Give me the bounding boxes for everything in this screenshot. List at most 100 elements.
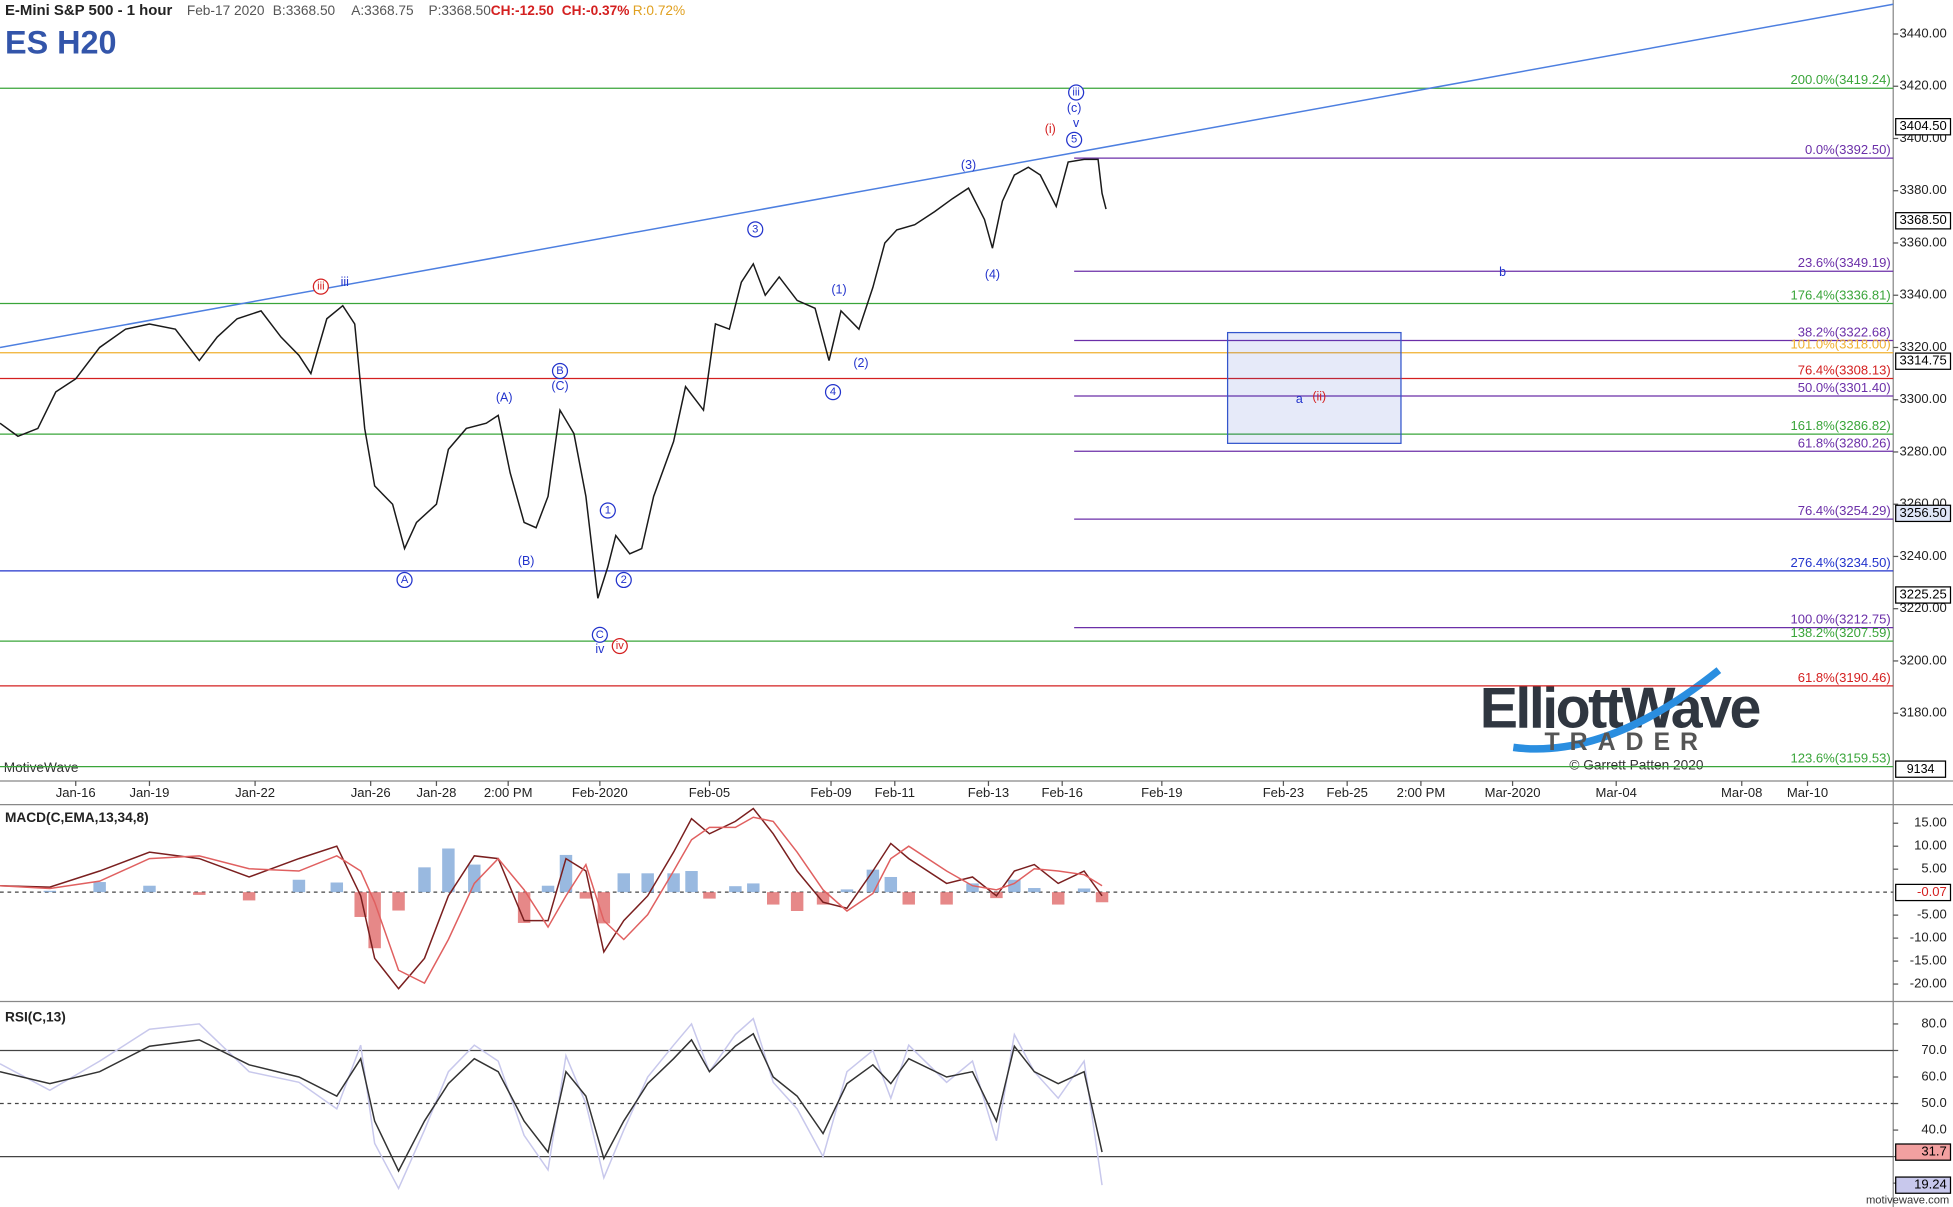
y-tick-label: 3300.00: [1900, 391, 1947, 406]
wave-label: (B): [518, 554, 535, 568]
y-tick-label: 3440.00: [1900, 25, 1947, 40]
histogram-bar: [517, 892, 531, 923]
price-marker-label: 3368.50: [1900, 212, 1947, 227]
wave-label: (C): [551, 379, 568, 393]
histogram-bar: [940, 892, 953, 905]
histogram-bar: [641, 873, 654, 893]
wave-circle: [312, 278, 329, 295]
wave-circle: [599, 502, 616, 519]
fib-label: 61.8%(3190.46): [1798, 670, 1891, 685]
wave-circle: [591, 626, 608, 643]
wave-circle: [611, 637, 628, 655]
y-tick-label: 80.0: [1921, 1015, 1946, 1030]
histogram-bar: [667, 873, 680, 893]
fib-label: 76.4%(3308.13): [1798, 362, 1891, 377]
y-tick-label: 5.00: [1921, 861, 1946, 876]
histogram-bar: [767, 892, 780, 905]
histogram-bar: [617, 873, 630, 893]
histogram-bar: [559, 854, 573, 893]
histogram-bar: [1077, 888, 1091, 893]
histogram-bar: [685, 871, 698, 893]
x-tick-label: Jan-19: [129, 785, 169, 800]
wave-circle: [615, 571, 632, 589]
histogram-bar: [1051, 892, 1065, 905]
fib-label: 38.2%(3322.68): [1798, 324, 1891, 339]
wave-label: a: [1296, 392, 1303, 406]
fib-label: 123.6%(3159.53): [1790, 751, 1890, 766]
fib-label: 100.0%(3212.75): [1790, 612, 1890, 627]
target-box: [1226, 331, 1402, 444]
volume-label: 9134: [1907, 762, 1935, 776]
price-marker-label: -0.07: [1917, 884, 1947, 899]
fib-label: 50.0%(3301.40): [1798, 380, 1891, 395]
y-tick-label: 3380.00: [1900, 182, 1947, 197]
wave-label: 2: [621, 574, 627, 586]
wave-label: 3: [752, 223, 758, 235]
wave-label: A: [401, 574, 409, 586]
x-tick-label: Feb-09: [810, 785, 851, 800]
x-tick-label: Feb-16: [1041, 785, 1082, 800]
volume-box: [1895, 760, 1947, 778]
wave-label: (2): [853, 356, 868, 370]
price-marker: [1895, 504, 1952, 523]
histogram-bar: [442, 848, 455, 893]
price-marker: [1895, 1176, 1952, 1194]
pane-title: MACD(C,EMA,13,34,8): [5, 810, 149, 825]
wave-label: 4: [830, 386, 836, 398]
wave-circle: [747, 221, 764, 238]
histogram-bar: [468, 864, 481, 893]
x-tick-label: Feb-13: [968, 785, 1009, 800]
wave-circle: [824, 384, 842, 401]
price-marker: [1895, 118, 1952, 136]
y-tick-label: 3420.00: [1900, 78, 1947, 93]
wave-label: iii: [341, 275, 349, 289]
histogram-bar: [1028, 888, 1041, 893]
histogram-bar: [193, 892, 206, 895]
ask: A:3368.75: [351, 3, 414, 18]
y-tick-label: 3320.00: [1900, 339, 1947, 354]
x-tick-label: Mar-04: [1596, 785, 1637, 800]
histogram-bar: [884, 876, 898, 893]
x-tick-label: 2:00 PM: [1397, 785, 1446, 800]
price-marker-label: 3314.75: [1900, 353, 1947, 368]
fib-label: 176.4%(3336.81): [1790, 288, 1890, 303]
wave-label: (c): [1067, 101, 1082, 115]
x-tick-label: Feb-23: [1263, 785, 1304, 800]
series-line: [0, 816, 1103, 985]
footer: motivewave.com: [1866, 1195, 1949, 1207]
wave-circle: [396, 571, 413, 589]
wave-circle: [1068, 84, 1085, 101]
y-tick-label: 3200.00: [1900, 652, 1947, 667]
histogram-bar: [866, 869, 880, 893]
wave-label: iv: [616, 640, 624, 652]
fib-label: 23.6%(3349.19): [1798, 255, 1891, 270]
wave-label: C: [596, 629, 604, 641]
price-marker: [1895, 212, 1952, 230]
histogram-bar: [790, 892, 804, 911]
histogram-bar: [966, 883, 979, 893]
histogram-bar: [840, 889, 854, 893]
watermark: MotiveWave: [4, 760, 79, 775]
y-tick-label: 40.0: [1921, 1122, 1946, 1137]
x-tick-label: Feb-2020: [572, 785, 628, 800]
histogram-bar: [747, 883, 760, 893]
y-tick-label: -20.00: [1910, 976, 1947, 991]
x-tick-label: Mar-08: [1721, 785, 1762, 800]
wave-label: v: [1073, 116, 1080, 130]
wave-label: B: [556, 365, 563, 377]
wave-label: iv: [595, 642, 605, 656]
y-tick-label: 15.00: [1914, 815, 1947, 830]
chart-title: ES H20: [5, 24, 117, 60]
histogram-bar: [1008, 879, 1021, 893]
x-tick-label: Mar-10: [1787, 785, 1828, 800]
wave-label: 1: [605, 504, 611, 516]
series-line: [0, 807, 1103, 990]
instrument: E-Mini S&P 500 - 1 hour: [5, 2, 173, 19]
y-tick-label: 3180.00: [1900, 705, 1947, 720]
last-price: P:3368.50: [428, 3, 491, 18]
y-tick-label: -10.00: [1910, 930, 1947, 945]
x-tick-label: Feb-19: [1141, 785, 1182, 800]
price-marker: [1895, 352, 1952, 370]
